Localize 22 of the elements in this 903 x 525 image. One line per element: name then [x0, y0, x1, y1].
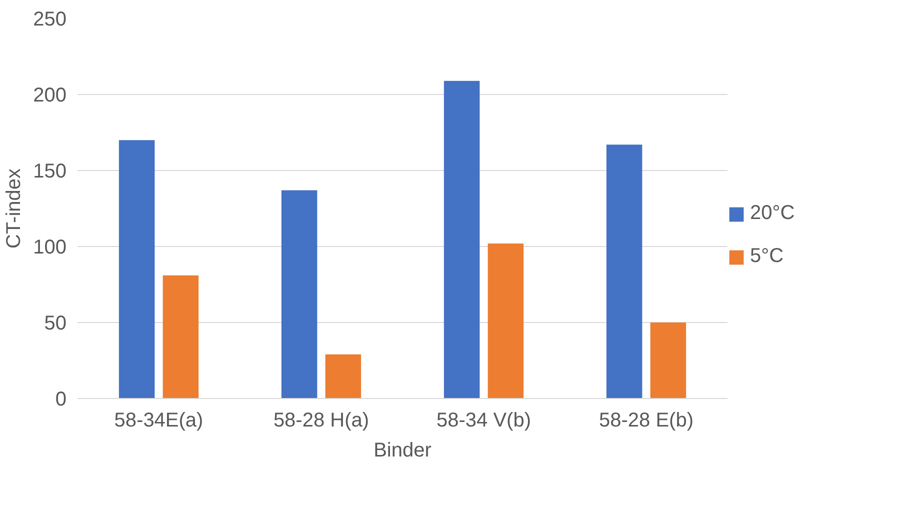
bar — [606, 144, 642, 398]
x-axis-title: Binder — [374, 440, 432, 462]
bar — [325, 354, 362, 398]
x-tick-label: 58-28 H(a) — [273, 410, 370, 432]
bar — [488, 243, 524, 398]
bar — [162, 275, 199, 398]
y-tick-label: 250 — [33, 8, 67, 30]
bar — [444, 80, 480, 398]
x-tick-label: 58-28 E(b) — [599, 410, 694, 432]
bar — [118, 140, 155, 398]
y-tick-label: 150 — [33, 160, 67, 182]
legend-label: 5°C — [750, 245, 784, 268]
y-tick-label: 100 — [33, 236, 67, 258]
y-tick-label: 50 — [44, 312, 67, 334]
y-tick-label: 0 — [55, 388, 66, 410]
y-axis-title: CT-index — [3, 168, 26, 249]
bar — [650, 322, 686, 398]
x-tick-label: 58-34 V(b) — [436, 410, 532, 432]
x-tick-label: 58-34E(a) — [114, 410, 204, 432]
y-tick-label: 200 — [33, 84, 67, 106]
legend-label: 20°C — [750, 202, 795, 225]
bar — [281, 190, 318, 398]
